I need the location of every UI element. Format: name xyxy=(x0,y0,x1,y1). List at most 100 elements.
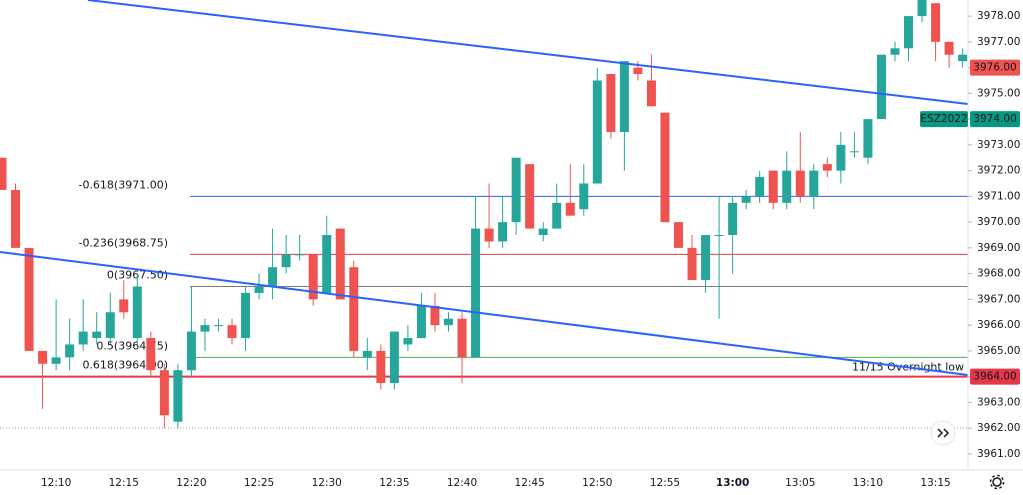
candle-body xyxy=(403,338,413,345)
gear-icon[interactable] xyxy=(992,477,1002,487)
price-tag xyxy=(970,59,1020,76)
candle-body xyxy=(876,54,886,120)
candle-body xyxy=(119,299,129,313)
symbol-tag-label: ESZ2022 xyxy=(920,113,967,125)
candle-body xyxy=(809,170,819,197)
candle-body xyxy=(849,151,859,153)
y-tick-label: 3967.00 xyxy=(977,293,1020,305)
candle-body xyxy=(78,331,88,345)
x-tick-label: 12:35 xyxy=(379,477,409,489)
y-tick-label: 3971.00 xyxy=(977,190,1020,202)
x-tick-label: 12:25 xyxy=(244,477,274,489)
x-tick-label: 12:45 xyxy=(515,477,545,489)
candle-body xyxy=(146,338,156,371)
scroll-icon[interactable] xyxy=(937,428,950,438)
candle-body xyxy=(173,370,183,422)
candle-body xyxy=(92,331,102,339)
price-tag-label: 3974.00 xyxy=(973,113,1016,125)
candle-body xyxy=(376,350,386,384)
candle-body xyxy=(511,157,521,223)
candle-body xyxy=(552,202,562,229)
candle-body xyxy=(268,267,278,287)
symbol-tag xyxy=(920,111,968,128)
candle-body xyxy=(335,228,345,300)
candle-body xyxy=(619,61,629,132)
candle-body xyxy=(416,305,426,339)
candle-body xyxy=(227,325,237,339)
candle-body xyxy=(24,247,34,351)
y-tick-label: 3963.00 xyxy=(977,396,1020,408)
gear-teeth[interactable] xyxy=(989,474,1005,490)
x-tick-label: 12:10 xyxy=(41,477,71,489)
y-tick-label: 3965.00 xyxy=(977,345,1020,357)
candle-body xyxy=(863,119,873,158)
candle-body xyxy=(579,183,589,210)
candle-body xyxy=(65,344,75,358)
candle-body xyxy=(890,48,900,55)
candle-body xyxy=(254,286,264,293)
candle-body xyxy=(795,170,805,197)
y-tick-label: 3972.00 xyxy=(977,165,1020,177)
candle-body xyxy=(768,170,778,203)
y-tick-label: 3973.00 xyxy=(977,139,1020,151)
candle-body xyxy=(132,286,142,339)
y-tick-label: 3962.00 xyxy=(977,422,1020,434)
candle-body xyxy=(822,164,832,171)
candle-body xyxy=(308,254,318,300)
candle-body xyxy=(674,222,683,248)
price-tag-label: 3976.00 xyxy=(973,62,1016,74)
candle-body xyxy=(728,202,738,235)
candle-body xyxy=(606,74,616,132)
candle-body xyxy=(498,222,508,242)
y-tick-label: 3978.00 xyxy=(977,10,1020,22)
settings-button[interactable] xyxy=(989,474,1005,490)
y-tick-label: 3975.00 xyxy=(977,87,1020,99)
candle-body xyxy=(443,318,453,326)
x-tick-label: 13:10 xyxy=(853,477,883,489)
y-tick-label: 3968.00 xyxy=(977,268,1020,280)
candle-body xyxy=(958,54,968,62)
candle-body xyxy=(362,350,372,358)
candle-body xyxy=(484,228,494,242)
candle-body xyxy=(525,164,535,229)
candle-body xyxy=(646,80,656,107)
x-tick-label: 13:15 xyxy=(920,477,950,489)
candle-body xyxy=(471,228,481,358)
candle-body xyxy=(457,318,467,358)
candle-body xyxy=(687,247,697,281)
candle-body xyxy=(0,157,7,190)
candle-body xyxy=(349,267,359,351)
candle-body xyxy=(944,41,954,55)
candle-body xyxy=(430,305,440,326)
candle-body xyxy=(714,235,724,236)
candle-body xyxy=(11,189,21,248)
y-tick-label: 3966.00 xyxy=(977,319,1020,331)
candle-body xyxy=(159,370,169,416)
candle-body xyxy=(782,170,792,203)
candle-body xyxy=(213,325,223,327)
y-tick-label: 3969.00 xyxy=(977,242,1020,254)
x-tick-label: 13:05 xyxy=(785,477,815,489)
candle-body xyxy=(592,80,602,184)
candle-body xyxy=(931,3,941,42)
x-tick-label: 12:30 xyxy=(312,477,342,489)
x-tick-label: 13:00 xyxy=(716,477,749,489)
candle-body xyxy=(241,292,251,339)
fib-label: -0.236(3968.75) xyxy=(78,236,168,249)
candle-body xyxy=(701,235,711,281)
price-tag xyxy=(970,368,1020,385)
fib-label: 0.5(3964.75) xyxy=(96,339,168,352)
candle-body xyxy=(917,0,927,17)
candle-body xyxy=(51,357,61,364)
x-tick-label: 12:50 xyxy=(582,477,612,489)
x-tick-label: 12:55 xyxy=(650,477,680,489)
candle-body xyxy=(565,202,575,216)
candle-body xyxy=(322,235,332,293)
scroll-button[interactable] xyxy=(930,420,956,446)
y-tick-label: 3977.00 xyxy=(977,36,1020,48)
candle-body xyxy=(38,350,48,364)
x-tick-label: 12:20 xyxy=(176,477,206,489)
price-tag xyxy=(970,111,1020,128)
